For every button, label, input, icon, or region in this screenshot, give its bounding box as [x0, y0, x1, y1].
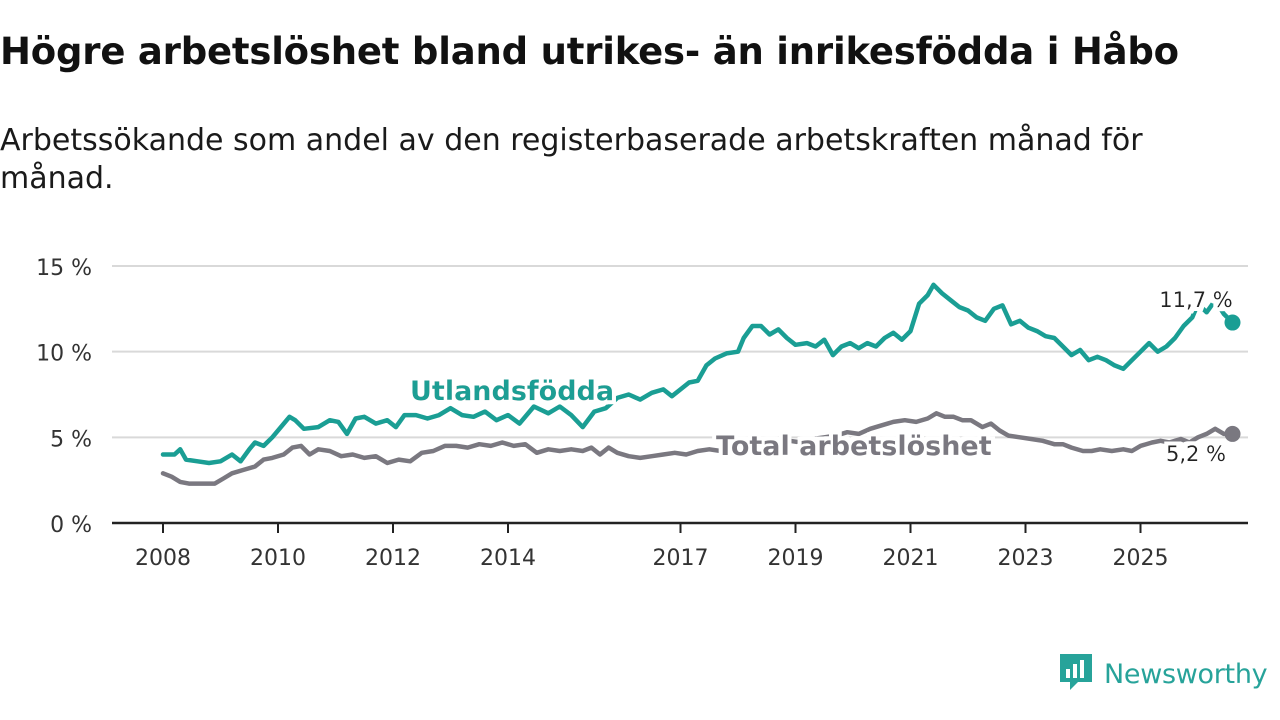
- x-tick-label: 2019: [768, 546, 824, 571]
- x-axis: 2008 2010 2012 2014 2017 2019 2021 2023 2025: [112, 521, 1248, 571]
- endpoint-marker-utlandsfodda: [1224, 314, 1241, 331]
- x-tick-label: 2023: [998, 546, 1054, 571]
- x-tick-label: 2008: [135, 546, 191, 571]
- series-label-utlandsfodda: Utlandsfödda: [410, 376, 614, 407]
- y-tick-label: 15 %: [36, 256, 92, 281]
- gridlines: [112, 265, 1248, 439]
- x-tick-label: 2010: [250, 546, 306, 571]
- y-axis: 0 % 5 % 10 % 15 %: [36, 256, 92, 538]
- newsworthy-logo-icon: [1058, 652, 1094, 696]
- y-tick-label: 0 %: [50, 513, 92, 538]
- x-tick-label: 2025: [1113, 546, 1169, 571]
- x-tick-label: 2012: [365, 546, 421, 571]
- y-tick-label: 5 %: [50, 427, 92, 452]
- series-lines: [160, 282, 1241, 486]
- x-tick-label: 2021: [883, 546, 939, 571]
- chart-subtitle: Arbetssökande som andel av den registerb…: [0, 123, 1143, 196]
- x-tick-label: 2014: [480, 546, 536, 571]
- chart-title: Högre arbetslöshet bland utrikes- än inr…: [0, 30, 1179, 73]
- endpoint-marker-total: [1224, 425, 1241, 442]
- y-tick-label: 10 %: [36, 342, 92, 367]
- series-line-utlandsfodda: [160, 282, 1235, 466]
- end-value-label-total: 5,2 %: [1166, 442, 1226, 466]
- series-line-total: [160, 411, 1235, 486]
- series-labels: Utlandsfödda Total arbetslöshet 11,7 % 5,2 …: [410, 288, 1233, 466]
- brand-name: Newsworthy: [1104, 658, 1268, 690]
- brand: Newsworthy: [1058, 652, 1268, 696]
- x-tick-label: 2017: [653, 546, 709, 571]
- end-value-label-utlandsfodda: 11,7 %: [1159, 288, 1232, 312]
- series-label-total: Total arbetslöshet: [716, 431, 992, 462]
